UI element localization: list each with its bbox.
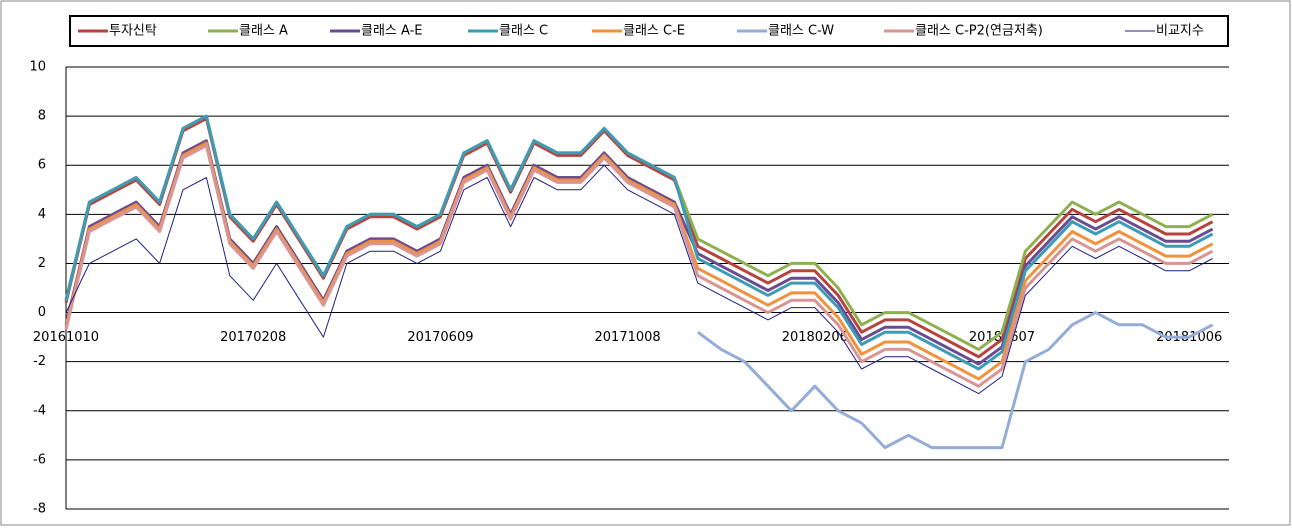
- legend-label: 클래스 A-E: [361, 24, 423, 39]
- y-tick-label: -4: [33, 403, 46, 418]
- y-tick-label: -6: [33, 452, 46, 467]
- legend-label: 클래스 C-E: [623, 24, 685, 39]
- y-tick-label: -8: [33, 502, 46, 517]
- x-tick-label: 20180206: [782, 330, 848, 345]
- y-tick-label: 10: [29, 60, 46, 75]
- y-tick-label: 4: [38, 207, 46, 222]
- legend-label: 비교지수: [1156, 24, 1204, 39]
- legend-label: 클래스 C: [499, 24, 548, 39]
- y-tick-label: 0: [38, 305, 46, 320]
- legend-label: 투자신탁: [109, 24, 157, 39]
- legend-label: 클래스 A: [239, 24, 288, 39]
- x-tick-label: 20170208: [220, 330, 286, 345]
- series-line: [696, 311, 1214, 450]
- x-tick-label: 20171008: [595, 330, 661, 345]
- legend-label: 클래스 C-W: [768, 24, 834, 39]
- series-line: [65, 164, 1213, 395]
- x-tick-label: 20161010: [33, 330, 99, 345]
- y-tick-label: 8: [38, 109, 46, 124]
- y-tick-label: 6: [38, 158, 46, 173]
- y-tick-label: 2: [38, 256, 46, 271]
- legend-box: [69, 15, 1229, 47]
- y-tick-label: -2: [33, 354, 46, 369]
- x-tick-label: 20170609: [407, 330, 473, 345]
- series-line: [64, 144, 1214, 388]
- legend-label: 클래스 C-P2(연금저축): [915, 24, 1043, 39]
- series-line: [64, 114, 1214, 371]
